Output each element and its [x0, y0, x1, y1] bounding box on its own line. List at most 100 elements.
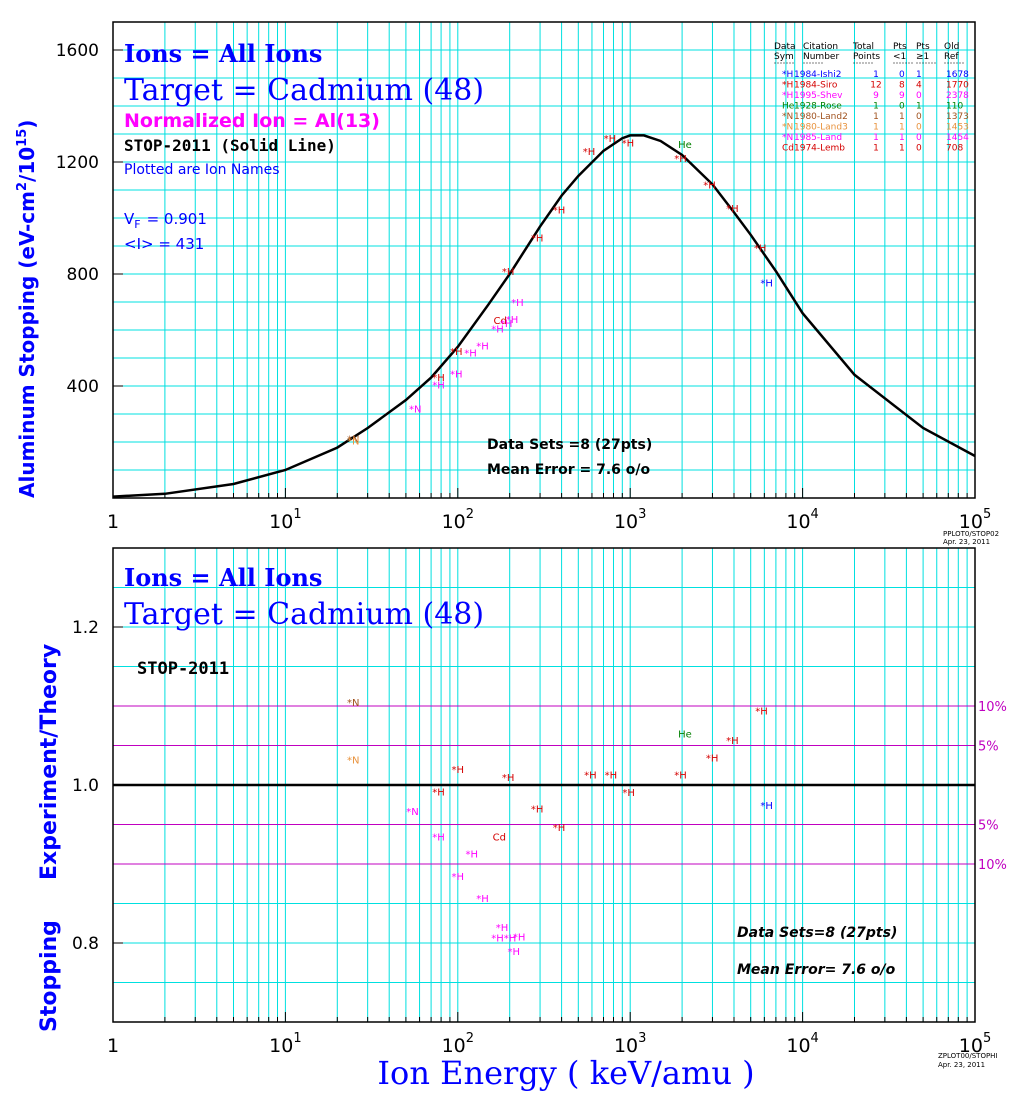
top-data-point: *H: [491, 325, 504, 336]
top-data-point: *H: [450, 369, 463, 380]
legend-cell: 1: [873, 112, 879, 122]
legend-header: Total: [852, 42, 874, 52]
legend-cell: 708: [946, 144, 963, 154]
bottom-data-point: *H: [432, 832, 445, 843]
top-y-tick-label: 1200: [56, 153, 99, 173]
bottom-y-axis-label-a: Stopping: [37, 920, 62, 1032]
top-title-target: Target = Cadmium (48): [124, 73, 484, 108]
legend-cell: 1: [873, 123, 879, 133]
legend-cell: 0: [899, 102, 905, 112]
legend-cell: 1980-Land2: [794, 112, 848, 122]
top-mean-error: Mean Error = 7.6 o/o: [487, 462, 650, 478]
top-data-sets: Data Sets =8 (27pts): [487, 437, 652, 453]
legend-cell: 8: [899, 81, 905, 91]
top-data-point: *H: [464, 348, 477, 359]
bottom-mean-error: Mean Error= 7.6 o/o: [737, 962, 896, 978]
bottom-data-point: *H: [706, 753, 719, 764]
top-data-point: *N: [347, 437, 359, 448]
legend-header: Citation: [803, 42, 838, 52]
percent-reference-label: 10%: [978, 858, 1007, 873]
legend-cell: 1984-Siro: [794, 81, 838, 91]
bottom-reference-lines: 10% 5% 5% 10%: [113, 700, 1007, 873]
bottom-data-point: *H: [452, 765, 465, 776]
top-title-ions: Ions = All Ions: [124, 39, 322, 68]
top-y-tick-label: 800: [67, 265, 99, 285]
top-data-point: *H: [506, 315, 519, 326]
top-data-point: *H: [432, 381, 445, 392]
bottom-data-point: *H: [432, 787, 445, 798]
top-data-points: *N*N*N*H*H*H*H*H*H*HCd*H*H*H*H*H*H*H*H *H…: [347, 134, 773, 447]
top-data-point: *H: [604, 134, 617, 145]
legend-cell: *N: [782, 112, 793, 122]
legend-cell: 1373: [946, 112, 969, 122]
top-data-point: *H: [432, 373, 445, 384]
bottom-y-tick-label: 0.8: [72, 934, 99, 954]
bottom-data-point: *H: [508, 947, 521, 958]
legend-header: Sym: [774, 52, 794, 62]
top-data-point: *H: [726, 204, 739, 215]
x-axis-label: Ion Energy ( keV/amu ): [377, 1054, 754, 1092]
top-stamp-name: PPLOT0/STOP02: [943, 530, 999, 538]
normalized-ion-label: Normalized Ion = Al(13): [124, 110, 380, 132]
legend-cell: 1: [873, 102, 879, 112]
legend-cell: 0: [899, 70, 905, 80]
top-x-tick-label: 101: [269, 507, 301, 533]
bottom-stop-label: STOP-2011: [137, 659, 229, 679]
bottom-data-point: *H: [674, 771, 687, 782]
bottom-stamp-date: Apr. 23, 2011: [938, 1061, 985, 1069]
top-data-point: *H: [754, 243, 767, 254]
legend-cell: 1: [873, 70, 879, 80]
top-data-point: *H: [502, 267, 515, 278]
stopping-curve: [112, 134, 976, 498]
top-data-point: Cd: [494, 316, 507, 327]
plotted-label: Plotted are Ion Names: [124, 162, 280, 178]
legend-header: <1: [893, 52, 906, 62]
bottom-data-point: *H: [605, 771, 618, 782]
legend-cell: *H: [782, 91, 793, 101]
bottom-x-tick-label: 105: [959, 1031, 991, 1057]
top-x-tick-label: 105: [959, 507, 991, 533]
legend-cell: 1974-Lemb: [794, 144, 845, 154]
bottom-data-point: *H: [584, 771, 597, 782]
legend-table: DataSymCitationNumberTotalPointsPts<1Pts…: [774, 42, 969, 154]
legend-cell: 1985-Land: [794, 133, 842, 143]
top-x-tick-label: 104: [786, 507, 818, 533]
stop-2011-label: STOP-2011 (Solid Line): [124, 136, 336, 155]
legend-cell: *N: [782, 123, 793, 133]
legend-cell: *H: [782, 81, 793, 91]
mean-i-label: <I> = 431: [124, 235, 204, 253]
vf-label: VF = 0.901: [124, 210, 207, 231]
legend-cell: 1: [873, 144, 879, 154]
legend-cell: 1: [899, 123, 905, 133]
bottom-data-point: *H: [504, 933, 517, 944]
bottom-x-tick-label: 101: [269, 1031, 301, 1057]
bottom-x-tick-label: 1: [107, 1035, 119, 1057]
bottom-data-sets: Data Sets=8 (27pts): [737, 925, 897, 941]
bottom-y-axis-label-b: Experiment/Theory: [37, 644, 62, 880]
top-x-tick-label: 102: [442, 507, 474, 533]
top-data-point: *H: [583, 147, 596, 158]
bottom-y-tick-label: 1.0: [72, 776, 99, 796]
legend-cell: 1454: [946, 133, 969, 143]
legend-cell: *H: [782, 70, 793, 80]
bottom-data-point: *N: [406, 807, 418, 818]
legend-cell: 0: [916, 112, 922, 122]
legend-header: Data: [774, 42, 796, 52]
bottom-data-point: *H: [452, 872, 465, 883]
bottom-y-tick-label: 1.2: [72, 618, 99, 638]
legend-cell: 1: [916, 102, 922, 112]
top-y-axis-label: Aluminum Stopping (eV-cm2/1015): [15, 120, 39, 498]
bottom-data-points: *N*N*N*H*H*H*H*H*HCd*H*H *H*H*H*H*H*H*H *H…: [347, 698, 773, 958]
bottom-data-point: *H: [622, 788, 635, 799]
bottom-data-point: *H: [476, 894, 489, 905]
bottom-x-tick-label: 103: [614, 1031, 646, 1057]
legend-cell: 1: [899, 144, 905, 154]
legend-cell: 1995-Shev: [794, 91, 843, 101]
bottom-data-point: *H: [755, 707, 768, 718]
top-data-point: *N: [409, 404, 421, 415]
legend-cell: 1453: [946, 123, 969, 133]
bottom-data-point: He: [678, 730, 692, 741]
bottom-data-point: *N: [347, 756, 359, 767]
legend-cell: 1678: [946, 70, 969, 80]
top-y-tick-label: 400: [67, 377, 99, 397]
